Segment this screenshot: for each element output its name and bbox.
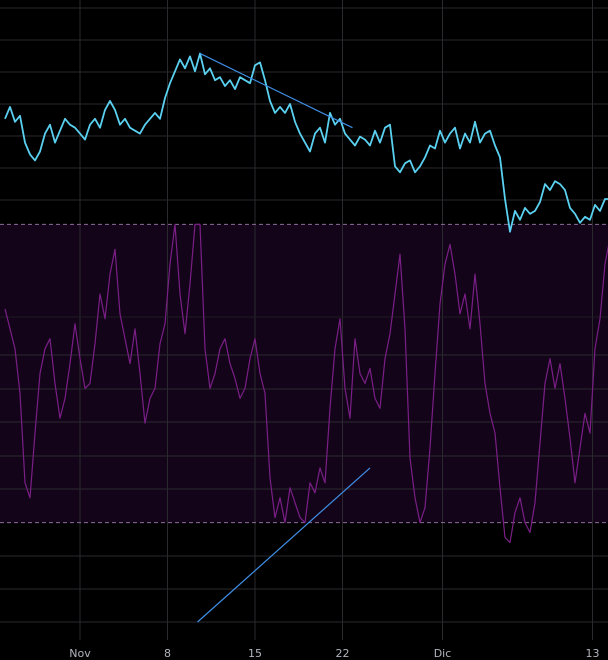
x-tick-label: 22 [336, 647, 350, 660]
price-series-line [4, 52, 608, 233]
x-tick-label: 15 [248, 647, 262, 660]
time-axis [0, 640, 608, 660]
oscillator-series-line [4, 223, 608, 544]
rsi-band-fill [0, 224, 608, 523]
oscillator-trendline[interactable] [197, 467, 371, 623]
price-trendline[interactable] [199, 52, 353, 129]
x-tick-label: 8 [164, 647, 171, 660]
x-tick-label: 13 [586, 647, 600, 660]
x-tick-label: Nov [69, 647, 91, 660]
x-tick-label: Dic [434, 647, 452, 660]
